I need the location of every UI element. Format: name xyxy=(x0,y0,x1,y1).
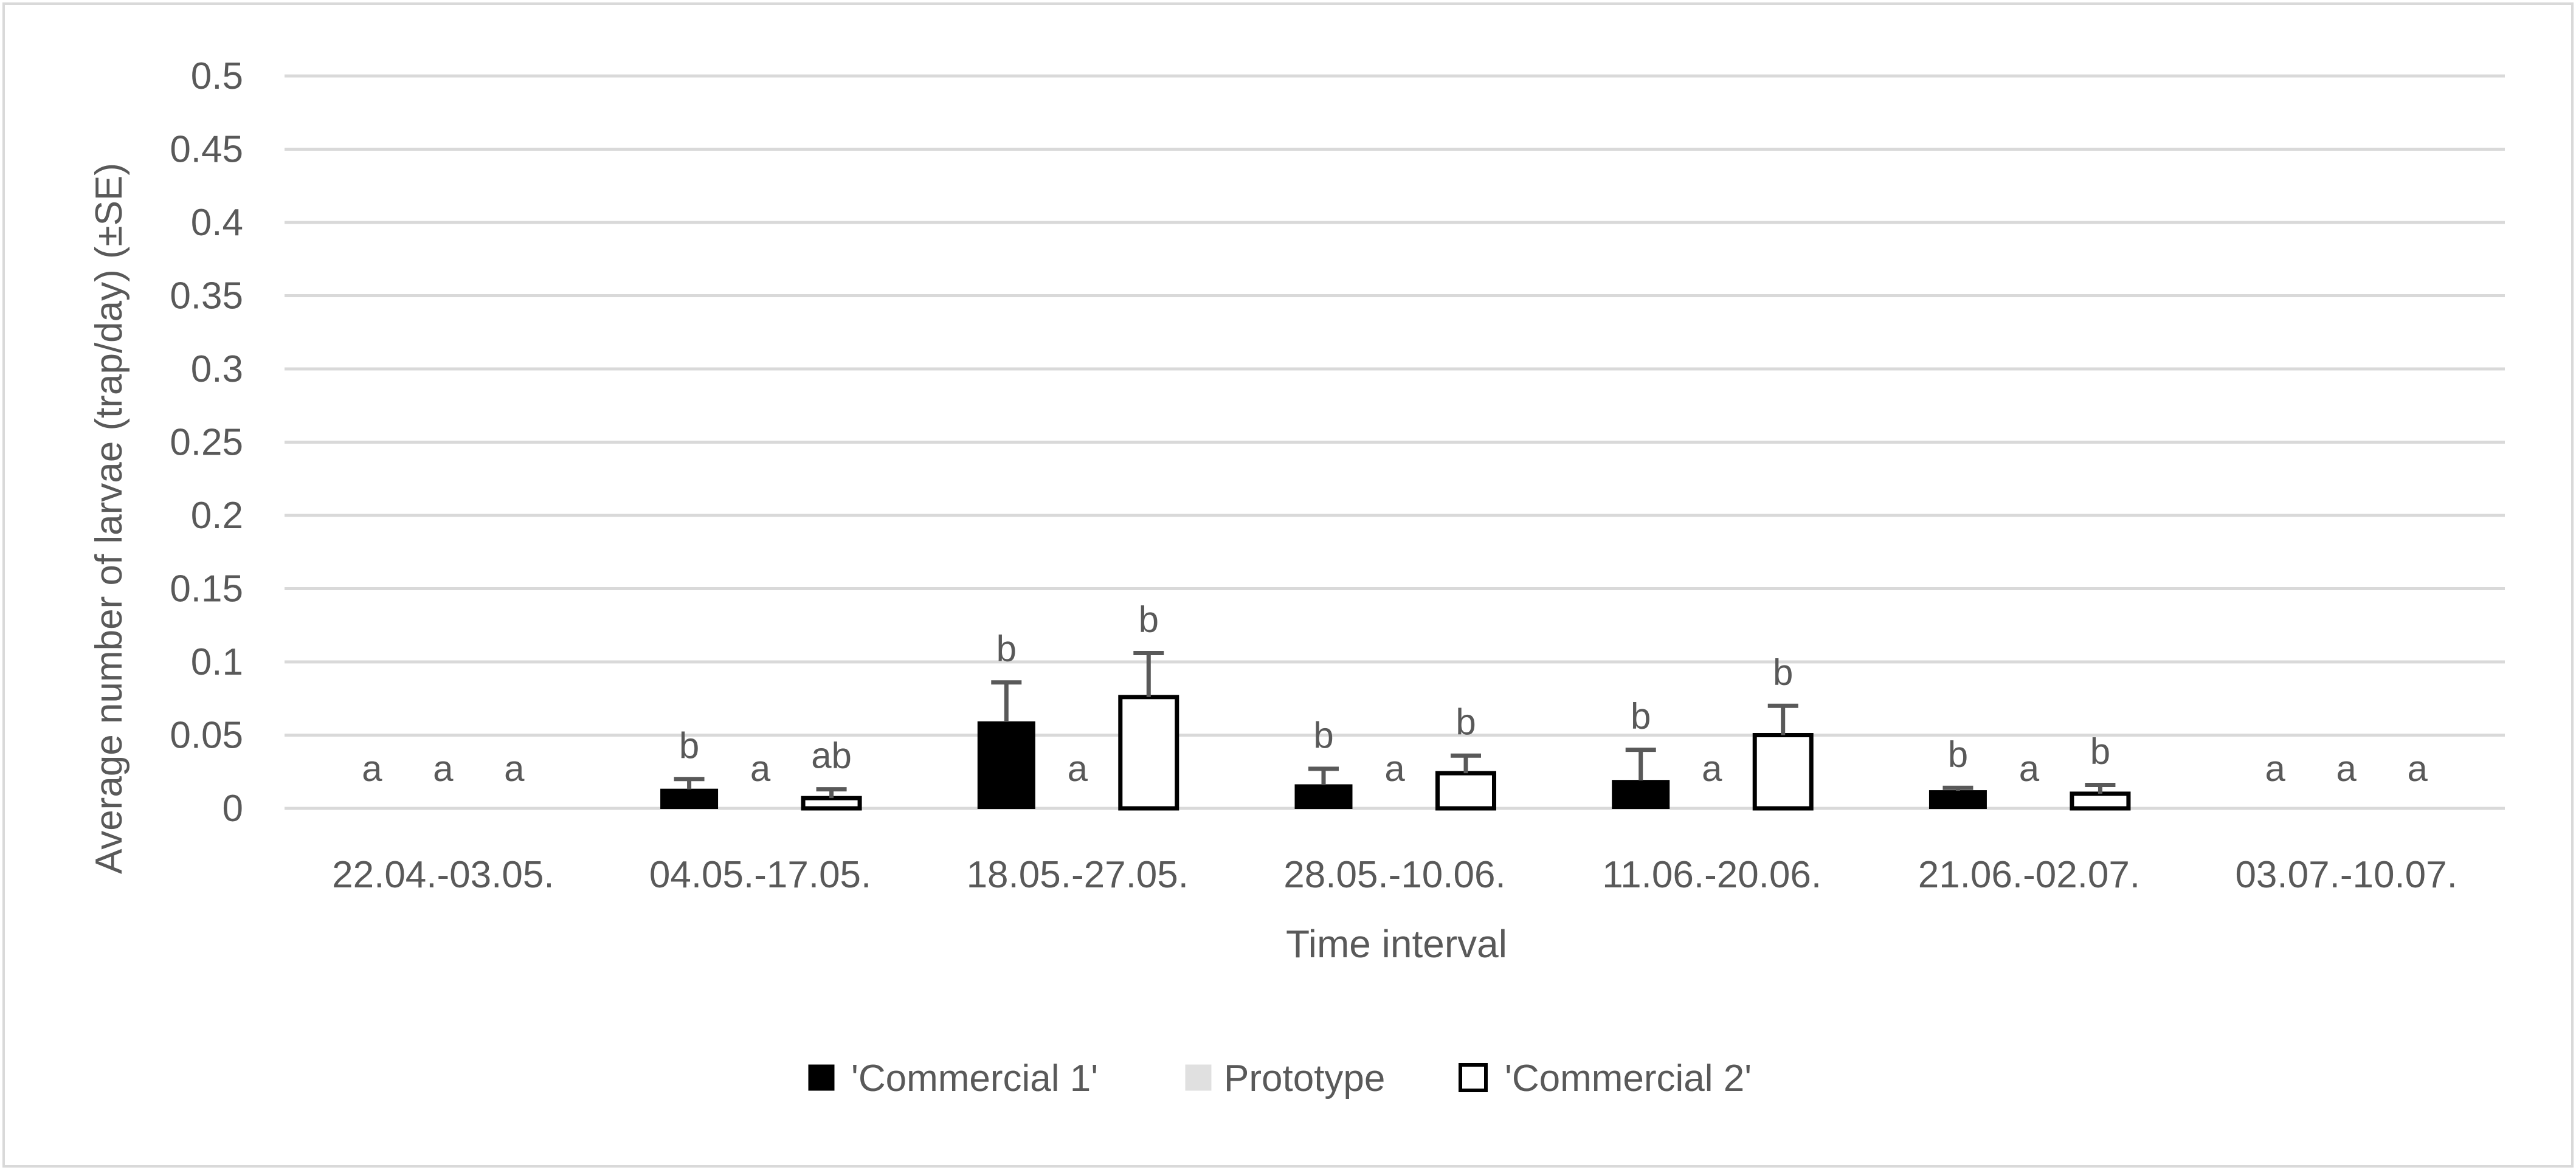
significance-letter: b xyxy=(679,725,699,766)
y-tick-label: 0 xyxy=(223,788,243,830)
significance-letter: b xyxy=(1773,652,1793,692)
x-axis-ticks: 22.04.-03.05. 04.05.-17.05. 18.05.-27.05. 2… xyxy=(332,854,2457,896)
significance-letter: a xyxy=(2336,748,2357,789)
significance-letter: b xyxy=(1631,696,1651,737)
y-tick-label: 0.25 xyxy=(170,422,243,464)
x-axis-label: Time interval xyxy=(1286,922,1507,966)
legend-swatch xyxy=(1185,1064,1212,1091)
x-tick-label: 21.06.-02.07. xyxy=(1918,854,2140,896)
x-tick-label: 04.05.-17.05. xyxy=(649,854,871,896)
legend: 'Commercial 1' Prototype 'Commercial 2' xyxy=(808,1058,1752,1099)
bar xyxy=(1435,771,1496,811)
significance-letter: a xyxy=(362,748,382,789)
significance-letter: ab xyxy=(811,735,852,776)
significance-letter: a xyxy=(1702,748,1722,789)
legend-label: Prototype xyxy=(1224,1058,1385,1099)
significance-letter: b xyxy=(996,628,1017,669)
y-axis-ticks: 0 0.05 0.1 0.15 0.2 0.25 0.3 0.35 0.4 0.45 0.5 xyxy=(170,55,243,830)
y-tick-label: 0.35 xyxy=(170,275,243,317)
y-tick-label: 0.1 xyxy=(191,641,243,683)
x-tick-label: 11.06.-20.06. xyxy=(1602,854,1822,896)
bar xyxy=(977,721,1035,810)
x-tick-label: 03.07.-10.07. xyxy=(2235,854,2457,896)
significance-letter: a xyxy=(1068,748,1088,789)
significance-letter: a xyxy=(504,748,525,789)
bar xyxy=(1294,784,1353,809)
significance-letter: b xyxy=(1313,715,1333,755)
significance-letter: a xyxy=(1384,748,1405,789)
bar xyxy=(2070,791,2131,811)
x-tick-label: 22.04.-03.05. xyxy=(332,854,554,896)
y-tick-label: 0.3 xyxy=(191,348,243,390)
y-tick-label: 0.5 xyxy=(191,55,243,97)
legend-label: 'Commercial 2' xyxy=(1505,1058,1752,1099)
significance-letter: b xyxy=(1948,734,1968,774)
y-axis-label: Average number of larvae (trap/day) (±SE… xyxy=(88,163,130,874)
x-tick-label: 28.05.-10.06. xyxy=(1283,854,1505,896)
x-tick-label: 18.05.-27.05. xyxy=(967,854,1189,896)
gridlines xyxy=(285,74,2505,810)
bar xyxy=(1612,780,1670,809)
legend-swatch xyxy=(808,1064,835,1091)
y-tick-label: 0.4 xyxy=(191,202,243,244)
bar xyxy=(660,788,719,810)
y-tick-label: 0.2 xyxy=(191,495,243,537)
bar xyxy=(1118,695,1179,811)
significance-letter: a xyxy=(750,748,771,789)
significance-letter: a xyxy=(2265,748,2285,789)
y-tick-label: 0.45 xyxy=(170,129,243,171)
significance-letter: b xyxy=(1139,599,1159,640)
y-tick-label: 0.15 xyxy=(170,568,243,610)
bar xyxy=(1752,733,1814,811)
legend-swatch xyxy=(1459,1063,1488,1092)
significance-letter: a xyxy=(2407,748,2428,789)
significance-letter: b xyxy=(1455,701,1476,742)
significance-letter: b xyxy=(2090,731,2110,771)
bar xyxy=(801,796,862,811)
bar xyxy=(1929,790,1987,809)
significance-letter: a xyxy=(433,748,454,789)
y-tick-label: 0.05 xyxy=(170,715,243,757)
significance-letter: a xyxy=(2019,748,2040,789)
legend-label: 'Commercial 1' xyxy=(851,1058,1098,1099)
